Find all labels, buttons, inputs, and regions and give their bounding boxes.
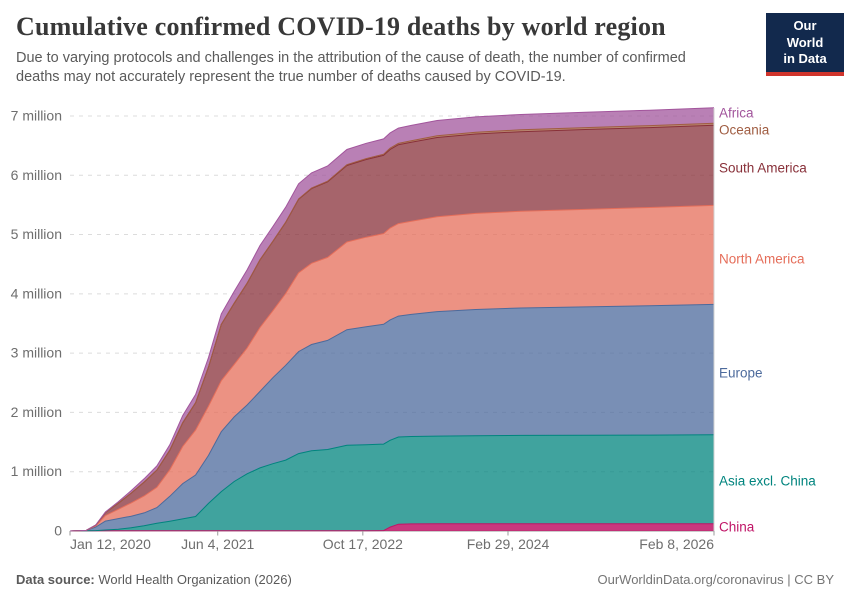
series-label-africa[interactable]: Africa [719, 106, 754, 121]
y-tick-label-6: 6 million [11, 167, 62, 183]
attribution: OurWorldinData.org/coronavirus | CC BY [597, 572, 834, 587]
owid-logo: Our World in Data [766, 13, 844, 76]
area-north_america[interactable] [70, 205, 714, 531]
y-tick-label-1: 1 million [11, 463, 62, 479]
x-tick-label-2: Oct 17, 2022 [323, 536, 403, 552]
y-tick-label-4: 4 million [11, 285, 62, 301]
area-africa[interactable] [70, 107, 714, 532]
chart-header: Cumulative confirmed COVID-19 deaths by … [16, 12, 761, 88]
chart-subtitle: Due to varying protocols and challenges … [16, 50, 686, 86]
area-asia_excl_china[interactable] [70, 434, 714, 531]
data-source-value: World Health Organization (2026) [94, 572, 292, 587]
x-tick-label-4: Feb 8, 2026 [639, 536, 714, 552]
area-europe[interactable] [70, 304, 714, 531]
y-tick-label-7: 7 million [11, 107, 62, 123]
page-title: Cumulative confirmed COVID-19 deaths by … [16, 12, 666, 41]
series-label-oceania[interactable]: Oceania [719, 123, 770, 138]
y-tick-label-5: 5 million [11, 226, 62, 242]
area-line-china [69, 523, 714, 532]
series-label-europe[interactable]: Europe [719, 366, 763, 381]
area-line-north_america [69, 204, 715, 532]
area-china[interactable] [70, 523, 714, 531]
stacked-area-chart: 0 1 million 2 million 3 million 4 million 5 m… [11, 106, 817, 553]
data-source-label: Data source: [16, 572, 95, 587]
series-label-north_america[interactable]: North America [719, 252, 805, 267]
series-label-china[interactable]: China [719, 520, 755, 535]
x-tick-label-3: Feb 29, 2024 [467, 536, 550, 552]
data-source: Data source: World Health Organization (… [16, 572, 292, 587]
x-tick-label-0: Jan 12, 2020 [70, 536, 151, 552]
chart-area: 0 1 million 2 million 3 million 4 million 5 m… [0, 98, 850, 560]
area-line-africa [69, 107, 715, 532]
area-line-europe [69, 303, 715, 532]
y-tick-label-2: 2 million [11, 404, 62, 420]
owid-logo-line2: in Data [783, 51, 827, 67]
y-tick-label-3: 3 million [11, 345, 62, 361]
series-label-asia_excl_china[interactable]: Asia excl. China [719, 474, 816, 489]
area-line-oceania [69, 122, 715, 532]
x-tick-label-1: Jun 4, 2021 [181, 536, 254, 552]
area-line-asia_excl_china [69, 434, 715, 532]
series-label-south_america[interactable]: South America [719, 161, 807, 176]
chart-footer: Data source: World Health Organization (… [16, 572, 834, 587]
y-tick-label-0: 0 [54, 523, 62, 539]
owid-logo-line1: Our World [786, 18, 824, 50]
